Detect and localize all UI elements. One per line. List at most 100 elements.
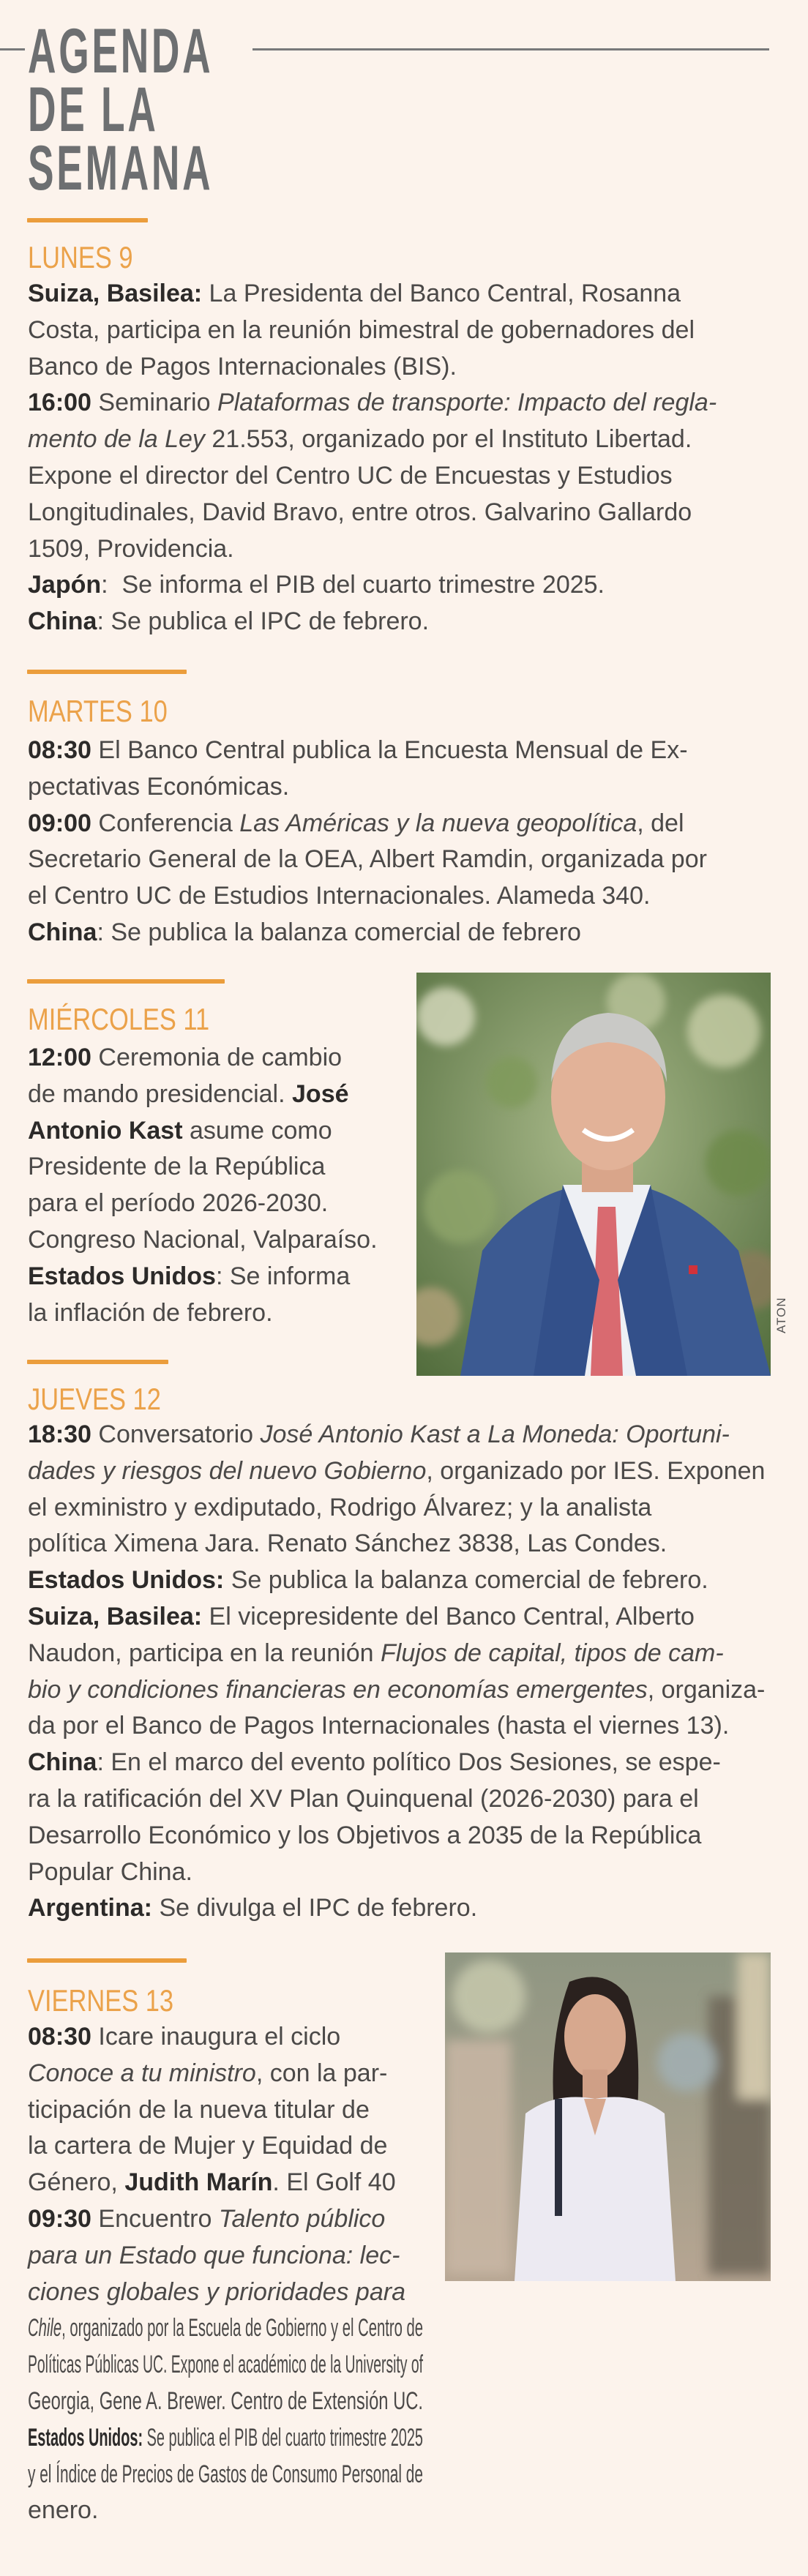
event-text-line: Congreso Nacional, Valparaíso.	[28, 1222, 378, 1259]
event-title-italic: Conoce a tu ministro	[28, 2059, 256, 2087]
event-text: , organiza-	[647, 1675, 766, 1704]
event-text: y el Índice de Precios de Gastos de Cons…	[28, 2460, 423, 2488]
event-lead-bold: Judith Marín	[124, 2168, 273, 2197]
event-text-line: Banco de Pagos Internacionales (BIS).	[28, 349, 457, 386]
event-text: ticipación de la nueva titular de	[28, 2095, 370, 2124]
event-text-line: da por el Banco de Pagos Internacionales…	[28, 1708, 729, 1745]
event-lead-bold: José	[292, 1079, 349, 1108]
event-lead-bold: 09:30	[28, 2204, 91, 2233]
event-text: Presidente de la República	[28, 1153, 326, 1181]
event-text: 21.553, organizado por el Instituto Libe…	[212, 425, 692, 454]
event-text: Se publica el PIB del cuarto trimestre 2…	[143, 2423, 423, 2452]
event-text-line: 1509, Providencia.	[28, 531, 234, 568]
event-lead-bold: China	[28, 607, 97, 636]
event-text-line: Chile, organizado por la Escuela de Gobi…	[28, 2310, 423, 2347]
event-lead-bold: 09:00	[28, 809, 91, 837]
event-text: Expone el director del Centro UC de Encu…	[28, 461, 673, 490]
title-rule-right	[252, 48, 769, 50]
event-title-italic: dades y riesgos del nuevo Gobierno	[28, 1456, 427, 1485]
event-text-line: bio y condiciones financieras en economí…	[28, 1672, 765, 1709]
event-lead-bold: China	[28, 1748, 97, 1777]
event-text-line: el exministro y exdiputado, Rodrigo Álva…	[28, 1490, 651, 1527]
event-text: Encuentro	[91, 2204, 219, 2233]
event-text-line: China: Se publica el IPC de febrero.	[28, 604, 429, 640]
event-text-line: Género, Judith Marín. El Golf 40	[28, 2165, 396, 2201]
event-text: El vicepresidente del Banco Central, Alb…	[202, 1602, 695, 1630]
photo-man-in-blue-suit	[416, 973, 771, 1376]
event-lead-bold: Suiza, Basilea:	[28, 1602, 203, 1630]
event-text-line: ticipación de la nueva titular de	[28, 2092, 370, 2129]
event-text-line: pectativas Económicas.	[28, 769, 289, 806]
title-line: DE LA	[28, 75, 159, 145]
event-text: Conferencia	[91, 809, 240, 837]
event-text-line: Estados Unidos: Se informa	[28, 1259, 350, 1295]
page-title: AGENDA DE LA SEMANA	[28, 20, 213, 200]
event-text-line: Políticas Públicas UC. Expone el académi…	[28, 2347, 423, 2384]
day-divider-bar	[27, 979, 225, 984]
event-lead-bold: Estados Unidos:	[28, 1566, 225, 1595]
event-text: : Se publica el IPC de febrero.	[97, 607, 430, 636]
event-text: Se divulga el IPC de febrero.	[152, 1894, 478, 1922]
event-text-line: Argentina: Se divulga el IPC de febrero.	[28, 1890, 477, 1927]
event-text-line: 18:30 Conversatorio José Antonio Kast a …	[28, 1417, 730, 1453]
event-lead-bold: Suiza, Basilea:	[28, 280, 203, 307]
event-title-italic: José Antonio Kast a La Moneda: Oportuni-	[260, 1420, 730, 1448]
day-heading-tuesday: MARTES 10	[28, 694, 168, 728]
event-text-line: Japón: Se informa el PIB del cuarto trim…	[28, 567, 605, 604]
event-lead-bold: 08:30	[28, 2023, 91, 2051]
event-text-line: Desarrollo Económico y los Objetivos a 2…	[28, 1818, 701, 1854]
event-text: . El Golf 40	[272, 2168, 396, 2197]
event-text: Congreso Nacional, Valparaíso.	[28, 1225, 378, 1254]
event-text: , organizado por IES. Exponen	[426, 1456, 766, 1485]
event-text: : Se informa	[215, 1262, 351, 1290]
event-text-line: Antonio Kast asume como	[28, 1113, 332, 1150]
event-text-line: enero.	[28, 2493, 98, 2529]
day-divider-bar	[27, 670, 187, 674]
event-text-line: para el período 2026-2030.	[28, 1186, 328, 1222]
event-text: : Se informa el PIB del cuarto trimestre…	[101, 571, 605, 599]
event-text: para el período 2026-2030.	[28, 1189, 329, 1218]
event-text: Ceremonia de cambio	[91, 1044, 343, 1071]
day-heading-friday: VIERNES 13	[28, 1983, 174, 2018]
event-title-italic: Flujos de capital, tipos de cam-	[381, 1639, 724, 1667]
day-divider-bar	[27, 218, 148, 222]
event-lead-bold: 18:30	[28, 1420, 91, 1448]
event-text-line: Estados Unidos: Se publica el PIB del cu…	[28, 2420, 423, 2457]
event-text: Longitudinales, David Bravo, entre otros…	[28, 498, 692, 526]
event-text: El Banco Central publica la Encuesta Men…	[91, 736, 688, 764]
event-text-line: Secretario General de la OEA, Albert Ram…	[28, 842, 707, 878]
event-text: Conversatorio	[91, 1420, 261, 1448]
day-heading-monday: LUNES 9	[28, 240, 133, 274]
event-text: Naudon, participa en la reunión	[28, 1639, 381, 1667]
event-text: Banco de Pagos Internacionales (BIS).	[28, 352, 457, 381]
event-title-italic: mento de la Ley	[28, 425, 212, 454]
event-lead-bold: 12:00	[28, 1044, 91, 1071]
event-text-line: mento de la Ley 21.553, organizado por e…	[28, 422, 692, 458]
day-heading-thursday: JUEVES 12	[28, 1382, 161, 1416]
event-text-line: Suiza, Basilea: El vicepresidente del Ba…	[28, 1599, 695, 1636]
event-text: , del	[637, 809, 684, 837]
event-text-line: la inflación de febrero.	[28, 1295, 273, 1332]
event-lead-bold: 16:00	[28, 389, 91, 417]
event-text-line: Estados Unidos: Se publica la balanza co…	[28, 1562, 708, 1599]
event-text: : En el marco del evento político Dos Se…	[97, 1748, 721, 1777]
title-rule-left	[0, 48, 25, 50]
event-text: , con la par-	[255, 2059, 388, 2087]
event-text: Georgia, Gene A. Brewer. Centro de Exten…	[28, 2386, 423, 2415]
day-heading-wednesday: MIÉRCOLES 11	[28, 1002, 210, 1036]
event-text: pectativas Económicas.	[28, 772, 290, 801]
event-text-line: Costa, participa en la reunión bimestral…	[28, 312, 695, 349]
event-text-line: y el Índice de Precios de Gastos de Cons…	[28, 2457, 423, 2493]
event-text: Se publica la balanza comercial de febre…	[224, 1566, 708, 1595]
event-text-line: Conoce a tu ministro, con la par-	[28, 2056, 387, 2092]
event-text: Icare inaugura el ciclo	[91, 2023, 341, 2051]
event-lead-bold: Estados Unidos:	[28, 2423, 143, 2452]
event-text: política Ximena Jara. Renato Sánchez 383…	[28, 1530, 667, 1558]
day-events-wednesday: 12:00 Ceremonia de cambio de mando presid…	[28, 1040, 378, 1331]
event-text: Popular China.	[28, 1857, 192, 1886]
event-text-line: Suiza, Basilea: La Presidenta del Banco …	[28, 276, 681, 312]
event-text: Seminario	[91, 389, 217, 417]
event-text: Secretario General de la OEA, Albert Ram…	[28, 845, 707, 874]
event-text-line: China: Se publica la balanza comercial d…	[28, 915, 581, 951]
event-lead-bold: Argentina:	[28, 1894, 152, 1922]
